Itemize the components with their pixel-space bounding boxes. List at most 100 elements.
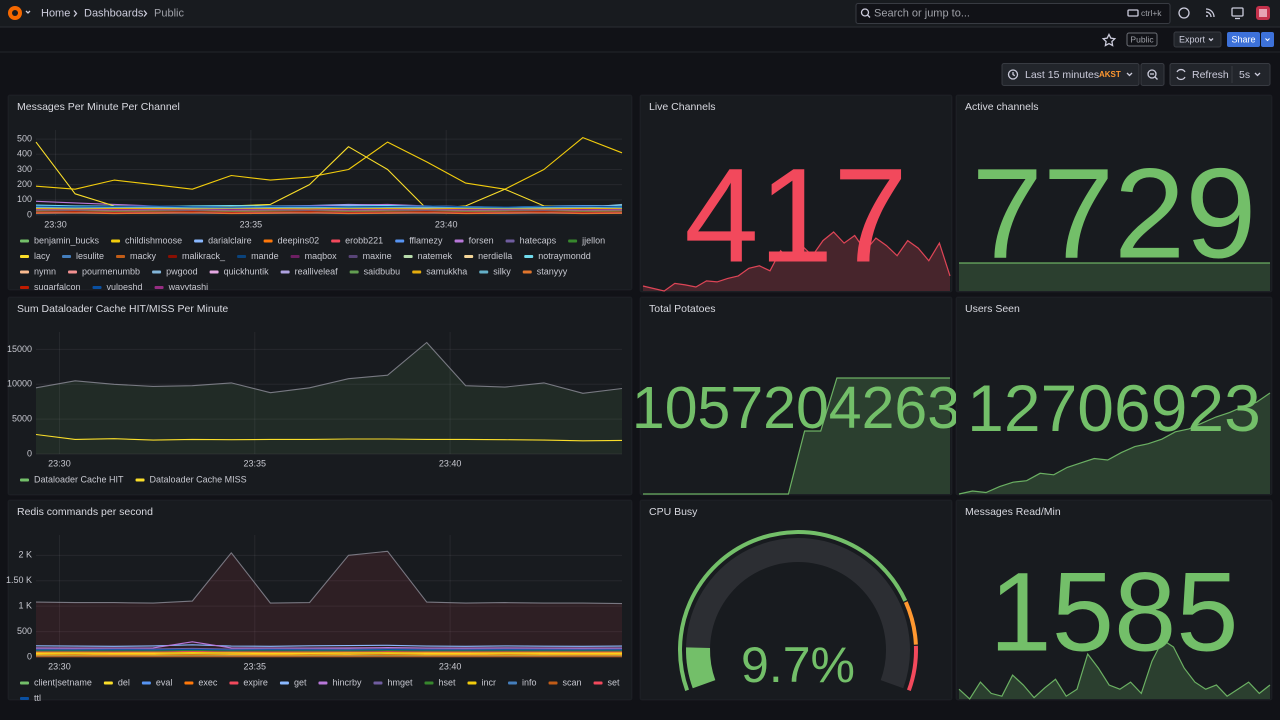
legend-swatch [412,270,422,274]
legend-item[interactable]: erobb221 [331,235,383,245]
legend-label: exec [198,677,218,687]
y-tick-label: 500 [17,626,32,636]
legend-item[interactable]: stanyyy [522,266,568,276]
breadcrumb-current: Public [154,7,184,19]
y-tick-label: 2 K [18,550,32,560]
breadcrumb-home[interactable]: Home [41,7,70,19]
legend-swatch [454,239,464,243]
legend-item[interactable]: pourmenumbb [68,266,140,276]
legend-label: eval [156,677,173,687]
panel-background [955,94,1273,293]
legend-item[interactable]: expire [229,677,268,687]
legend-item[interactable]: fflamezy [395,235,443,245]
legend-item[interactable]: samukkha [412,266,467,276]
y-tick-label: 0 [27,209,32,219]
legend-item[interactable]: darialclaire [194,235,252,245]
legend-item[interactable]: del [103,677,130,687]
legend-swatch [135,478,145,482]
legend-item[interactable]: client|setname [20,677,92,687]
legend-item[interactable]: silky [479,266,511,276]
series-line [35,208,623,211]
legend-item[interactable]: mande [237,251,279,261]
legend-item[interactable]: maqbox [290,251,338,261]
panel-content: 1057204263 [632,375,960,495]
sparkline-area [959,263,1270,291]
legend-item[interactable]: sugarfalcon [20,282,81,292]
y-tick-label: 200 [17,179,32,189]
legend-item[interactable]: lesulite [62,251,104,261]
legend-item[interactable]: realliveleaf [280,266,339,276]
sparkline [958,639,1271,700]
search-box[interactable]: Search or jump to... ctrl+k [855,3,1171,24]
grafana-logo[interactable] [8,6,31,20]
export-button[interactable]: Export [1173,31,1222,48]
legend-item[interactable]: malikrack_ [168,251,226,261]
series-area [36,342,622,454]
sparkline [643,377,950,495]
time-picker[interactable]: Last 15 minutes AKST [1001,63,1140,86]
legend-item[interactable]: natemek [403,251,453,261]
legend-item[interactable]: info [508,677,537,687]
legend-item[interactable]: nymn [20,266,56,276]
legend-label: get [294,677,307,687]
legend-swatch [20,286,29,289]
help-icon[interactable] [1178,7,1190,19]
x-tick-label: 23:40 [439,458,462,468]
legend-item[interactable]: exec [184,677,218,687]
refresh-button[interactable]: Refresh 5s [1169,63,1271,86]
legend-swatch [154,286,164,289]
star-button[interactable] [1101,33,1117,47]
sparkline [642,231,951,292]
legend-item[interactable]: lacy [20,251,51,261]
user-avatar[interactable] [1256,6,1270,20]
legend-item[interactable]: set [593,677,621,687]
legend-item[interactable]: vulpeshd [92,282,143,292]
legend-item[interactable]: get [279,677,307,687]
legend-item[interactable]: Dataloader Cache MISS [135,474,247,484]
legend-item[interactable]: saidbubu [349,266,401,276]
legend-label: hincrby [332,677,362,687]
legend-label: lacy [34,251,51,261]
legend-item[interactable]: notraymondd [524,251,591,261]
legend-item[interactable]: ttl [20,693,41,703]
panel-title: Users Seen [965,303,1020,315]
legend-item[interactable]: macky [116,251,157,261]
share-button[interactable]: Share [1227,32,1274,47]
legend-item[interactable]: hatecaps [505,235,557,245]
legend-item[interactable]: hset [424,677,456,687]
gauge-value-arc [686,647,716,689]
legend-item[interactable]: deepins02 [263,235,320,245]
breadcrumb-dashboards[interactable]: Dashboards [84,7,144,19]
legend-item[interactable]: quickhuntik [209,266,270,276]
legend-label: wavytashi [168,282,209,292]
zoom-out-button[interactable] [1140,63,1165,86]
legend-item[interactable]: hincrby [318,677,362,687]
panel-title: Sum Dataloader Cache HIT/MISS Per Minute [17,303,228,315]
legend-item[interactable]: childishmoose [111,235,182,245]
legend-item[interactable]: scan [548,677,582,687]
public-badge [1126,32,1158,47]
panel: Messages Read/Min 1585 [955,499,1273,701]
legend-swatch [141,681,151,685]
legend-label: set [608,677,621,687]
series-line [35,212,623,215]
legend-item[interactable]: wavytashi [154,282,209,292]
legend-label: expire [243,677,268,687]
kiosk-icon[interactable] [1231,7,1244,20]
legend-item[interactable]: benjamin_bucks [20,235,100,245]
legend-item[interactable]: Dataloader Cache HIT [20,474,124,484]
legend-swatch [593,681,603,685]
legend-item[interactable]: pwgood [152,266,198,276]
legend-item[interactable]: maxine [348,251,392,261]
legend-item[interactable]: nerdiella [464,251,512,261]
legend-item[interactable]: hmget [373,677,413,687]
legend-item[interactable]: eval [141,677,173,687]
legend-item[interactable]: forsen [454,235,494,245]
legend-item[interactable]: incr [467,677,497,687]
timezone: AKST [1099,70,1121,79]
series-line [35,644,623,647]
legend-item[interactable]: jjellon [568,235,605,245]
news-icon[interactable] [1205,8,1215,18]
refresh-interval[interactable]: 5s [1239,69,1250,81]
legend-label: hmget [387,677,413,687]
